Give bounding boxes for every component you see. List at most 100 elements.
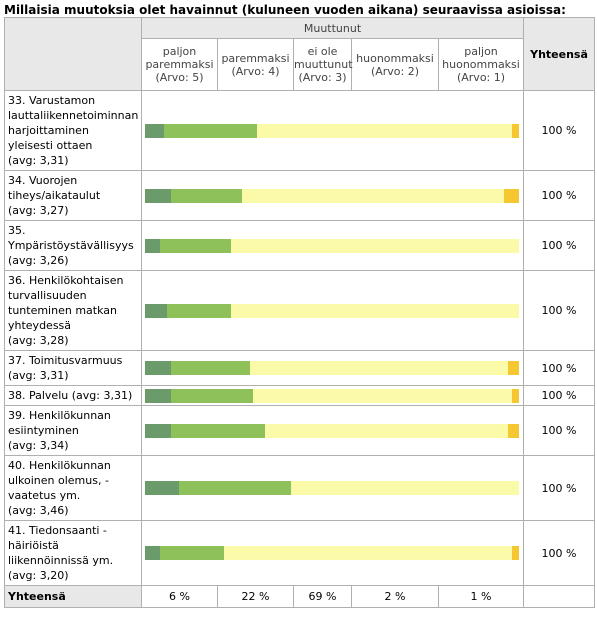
bar-segment-1 <box>145 423 172 438</box>
row-total: 100 % <box>523 90 596 171</box>
question-label: 41. Tiedonsaanti - häiriöistä liikennöinni… <box>4 520 142 586</box>
question-label-line: yleisesti ottaen <box>8 139 93 152</box>
row-total: 100 % <box>523 270 596 351</box>
question-row: 35. Ympäristöystävällisyys (avg: 3,26) 100 … <box>4 220 596 271</box>
question-label-line: liikennöinnissä ym. <box>8 554 114 567</box>
question-label: 39. Henkilökunnan esiintyminen (avg: 3,34) <box>4 405 142 456</box>
stacked-bar <box>145 303 519 318</box>
question-label-line: tiheys/aikataulut <box>8 189 101 202</box>
footer-value-3: 69 % <box>293 585 352 608</box>
question-label-line: tunteminen matkan <box>8 304 117 317</box>
footer-value-5: 1 % <box>437 585 525 608</box>
column-header-line: huonommaksi <box>356 51 434 65</box>
header-total: Yhteensä <box>523 17 596 91</box>
column-header-line: paremmaksi <box>221 51 290 65</box>
stacked-bar <box>145 481 519 495</box>
column-header-line: paljon <box>162 45 197 58</box>
question-row: 41. Tiedonsaanti - häiriöistä liikennöinni… <box>4 520 596 586</box>
column-header-line: (Arvo: 2) <box>370 64 420 78</box>
column-header-line: (Arvo: 1) <box>456 71 506 84</box>
bar-segment-3 <box>231 303 519 318</box>
question-row: 37. Toimitusvarmuus (avg: 3,31) 100 % <box>4 350 596 386</box>
question-label-line: (avg: 3,31) <box>8 369 69 382</box>
bar-segment-3 <box>242 188 505 203</box>
stacked-bar <box>145 388 519 403</box>
bar-segment-2 <box>171 388 254 403</box>
survey-results-table: Muuttunut Yhteensä paljon paremmaksi (Arvo… <box>4 17 596 608</box>
question-label-line: yhteydessä <box>8 319 72 332</box>
stacked-bar <box>145 188 519 203</box>
question-label: 34. Vuorojen tiheys/aikataulut (avg: 3,27) <box>4 170 142 221</box>
row-total: 100 % <box>523 405 596 456</box>
question-label-line: 37. Toimitusvarmuus <box>8 354 123 367</box>
footer-value-2: 22 % <box>217 585 294 608</box>
question-label-line: lauttaliikennetoiminnan <box>8 109 139 122</box>
bar-segment-1 <box>145 188 172 203</box>
stacked-bar-cell <box>140 270 525 351</box>
footer-value-1: 6 % <box>141 585 218 608</box>
stacked-bar-cell <box>140 385 525 406</box>
question-label-line: ulkoinen olemus, - <box>8 474 109 487</box>
question-row: 40. Henkilökunnan ulkoinen olemus, - vaate… <box>4 455 596 521</box>
bar-segment-3 <box>223 546 512 560</box>
column-header-2: paremmaksi (Arvo: 4) <box>217 38 294 91</box>
question-label: 35. Ympäristöystävällisyys (avg: 3,26) <box>4 220 142 271</box>
stacked-bar-cell <box>140 350 525 386</box>
question-label-line: 34. Vuorojen <box>8 174 78 187</box>
survey-title: Millaisia muutoksia olet havainnut (kulu… <box>4 3 566 17</box>
column-header-line: paremmaksi <box>145 58 214 71</box>
bar-segment-2 <box>167 303 232 318</box>
question-label: 38. Palvelu (avg: 3,31) <box>4 385 142 406</box>
stacked-bar-cell <box>140 405 525 456</box>
row-total: 100 % <box>523 455 596 521</box>
question-label-line: Ympäristöystävällisyys <box>8 239 134 252</box>
bar-segment-3 <box>264 423 508 438</box>
question-label: 40. Henkilökunnan ulkoinen olemus, - vaate… <box>4 455 142 521</box>
bar-segment-1 <box>145 481 179 495</box>
bar-segment-1 <box>145 238 160 253</box>
column-header-line: muuttunut <box>294 58 353 71</box>
question-label-line: (avg: 3,27) <box>8 204 69 217</box>
question-label: 36. Henkilökohtaisen turvallisuuden tuntem… <box>4 270 142 351</box>
column-header-3: ei ole muuttunut (Arvo: 3) <box>293 38 353 91</box>
question-label-line: 41. Tiedonsaanti - <box>8 524 107 537</box>
row-total: 100 % <box>523 170 596 221</box>
bar-segment-1 <box>145 546 160 560</box>
question-label-line: 35. <box>8 224 26 237</box>
column-header-1: paljon paremmaksi (Arvo: 5) <box>141 38 218 91</box>
bar-segment-2 <box>171 188 243 203</box>
question-label-line: 38. Palvelu (avg: 3,31) <box>8 389 133 402</box>
bar-segment-5 <box>511 123 519 138</box>
footer-blank-cell <box>523 585 596 608</box>
column-header-4: huonommaksi (Arvo: 2) <box>351 38 439 91</box>
bar-segment-1 <box>145 361 172 375</box>
column-header-line: (Arvo: 4) <box>231 64 280 78</box>
row-total: 100 % <box>523 385 596 406</box>
bar-segment-2 <box>171 361 250 375</box>
stacked-bar-cell <box>140 170 525 221</box>
column-header-line: (Arvo: 3) <box>298 71 347 84</box>
bar-segment-5 <box>511 546 519 560</box>
column-header-5: paljon huonommaksi (Arvo: 1) <box>437 38 525 91</box>
header-muuttunut: Muuttunut <box>140 17 525 39</box>
question-label-line: 36. Henkilökohtaisen <box>8 274 124 287</box>
stacked-bar <box>145 423 519 438</box>
stacked-bar-cell <box>140 520 525 586</box>
bar-segment-2 <box>159 546 224 560</box>
header-blank-cell <box>4 17 142 91</box>
question-row: 33. Varustamon lauttaliikennetoiminnan har… <box>4 90 596 171</box>
question-label-line: vaatetus ym. <box>8 489 81 502</box>
stacked-bar <box>145 123 519 138</box>
column-header-line: huonommaksi <box>442 58 520 71</box>
bar-segment-1 <box>145 303 168 318</box>
question-label-line: harjoittaminen <box>8 124 89 137</box>
stacked-bar-cell <box>140 220 525 271</box>
stacked-bar <box>145 361 519 375</box>
bar-segment-5 <box>507 423 519 438</box>
bar-segment-1 <box>145 388 172 403</box>
question-row: 36. Henkilökohtaisen turvallisuuden tuntem… <box>4 270 596 351</box>
question-label-line: (avg: 3,28) <box>8 334 69 347</box>
question-label: 33. Varustamon lauttaliikennetoiminnan har… <box>4 90 142 171</box>
footer-value-4: 2 % <box>351 585 439 608</box>
row-total: 100 % <box>523 350 596 386</box>
